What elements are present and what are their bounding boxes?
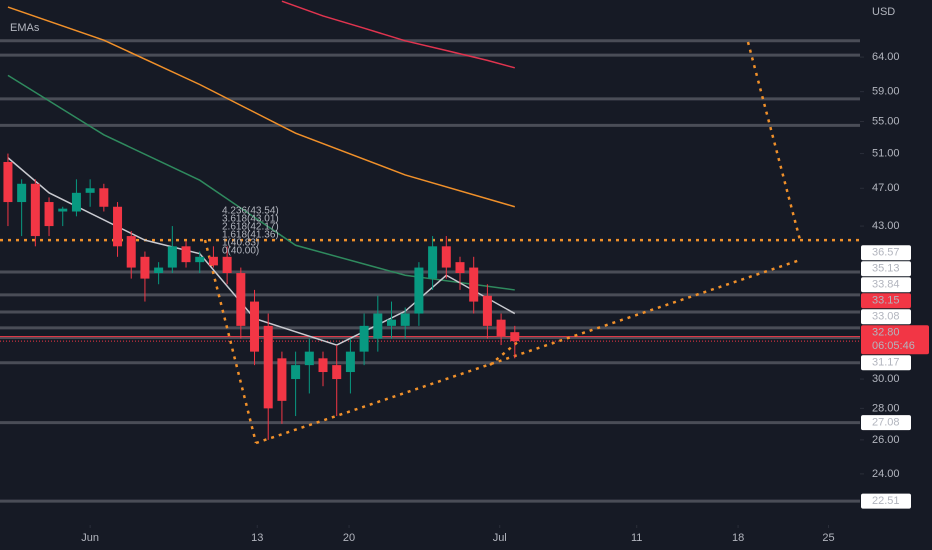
price-badge <box>861 293 911 309</box>
candle-body <box>99 188 109 207</box>
candle-body <box>195 256 205 263</box>
candle-body <box>482 295 492 326</box>
time-axis <box>0 525 860 550</box>
candle-body <box>250 301 260 352</box>
price-badge <box>861 355 911 371</box>
fib-label: 2.618(42.17) <box>222 222 279 233</box>
candle-body <box>44 202 54 227</box>
candle-body <box>30 183 40 237</box>
ema-line <box>7 74 515 291</box>
price-badge <box>861 245 911 261</box>
fib-label: 3.618(43.01) <box>222 214 279 225</box>
price-badge-label: 33.08 <box>872 311 900 323</box>
y-tick-label: 43.00 <box>872 220 900 232</box>
candle-body <box>359 325 369 352</box>
x-tick-label: Jul <box>493 532 507 544</box>
y-tick-label: 30.00 <box>872 373 900 385</box>
candle-body <box>208 256 218 266</box>
x-tick-label: 20 <box>343 532 355 544</box>
trend-line <box>203 239 258 444</box>
y-tick-label: 24.00 <box>872 468 900 480</box>
candle-body <box>373 313 383 339</box>
price-badge-label: 22.51 <box>872 495 900 507</box>
price-badge <box>861 261 911 277</box>
price-badge <box>861 493 911 509</box>
candle-body <box>510 332 520 342</box>
price-badge <box>861 309 911 325</box>
candle-body <box>17 183 27 203</box>
candle-body <box>167 246 177 268</box>
candle-body <box>3 161 13 203</box>
price-badge-label: 27.08 <box>872 416 900 428</box>
y-tick-label: 26.00 <box>872 434 900 446</box>
price-badge-label: 31.17 <box>872 357 900 369</box>
price-badge-label: 32.80 <box>872 327 900 339</box>
price-badge <box>861 325 929 355</box>
candle-body <box>154 267 164 274</box>
candle-body <box>140 256 150 279</box>
candle-body <box>85 188 95 193</box>
x-tick-label: 25 <box>822 532 834 544</box>
candle-body <box>291 365 301 380</box>
candle-body <box>236 273 246 326</box>
candle-body <box>441 246 451 268</box>
price-badge-label: 33.15 <box>872 295 900 307</box>
candle-body <box>455 262 465 274</box>
candle-body <box>304 351 314 366</box>
price-badge-label: 35.13 <box>872 263 900 275</box>
candle-body <box>71 192 81 212</box>
price-badge-label: 33.84 <box>872 279 900 291</box>
fib-label: 0(40.00) <box>222 246 259 257</box>
candle-body <box>113 206 123 247</box>
y-tick-label: 59.00 <box>872 86 900 98</box>
candle-body <box>126 236 136 268</box>
price-badge-label: 36.57 <box>872 247 900 259</box>
candle-body <box>414 267 424 314</box>
candle-body <box>58 208 68 212</box>
candle-body <box>263 325 273 409</box>
x-tick-label: 11 <box>631 532 642 544</box>
trend-line <box>746 41 802 241</box>
countdown-label: 06:05:46 <box>872 340 915 352</box>
candle-body <box>345 351 355 373</box>
candle-body <box>400 313 410 326</box>
candle-body <box>318 358 328 373</box>
candle-body <box>387 319 397 326</box>
y-tick-label: 51.00 <box>872 147 900 159</box>
x-tick-label: 13 <box>251 532 263 544</box>
y-tick-label: 64.00 <box>872 51 900 63</box>
candle-body <box>428 246 438 279</box>
legend-title: EMAs <box>10 22 40 34</box>
y-tick-label: 28.00 <box>872 402 900 414</box>
currency-label: USD <box>872 6 895 18</box>
y-tick-label: 55.00 <box>872 115 900 127</box>
y-tick-label: 47.00 <box>872 182 900 194</box>
fib-label: 4.236(43.54) <box>222 206 279 217</box>
price-badge <box>861 277 911 293</box>
candle-body <box>469 267 479 302</box>
candle-body <box>222 256 232 274</box>
ema-line <box>281 0 515 69</box>
ema-line <box>7 6 516 208</box>
candle-body <box>496 319 506 336</box>
candle-body <box>332 365 342 380</box>
fib-label: 1(40.83) <box>222 238 259 249</box>
x-tick-label: Jun <box>81 532 99 544</box>
fib-label: 1.618(41.36) <box>222 230 279 241</box>
candle-body <box>181 246 191 263</box>
price-badge <box>861 415 911 431</box>
x-tick-label: 18 <box>732 532 744 544</box>
candle-body <box>277 358 287 401</box>
